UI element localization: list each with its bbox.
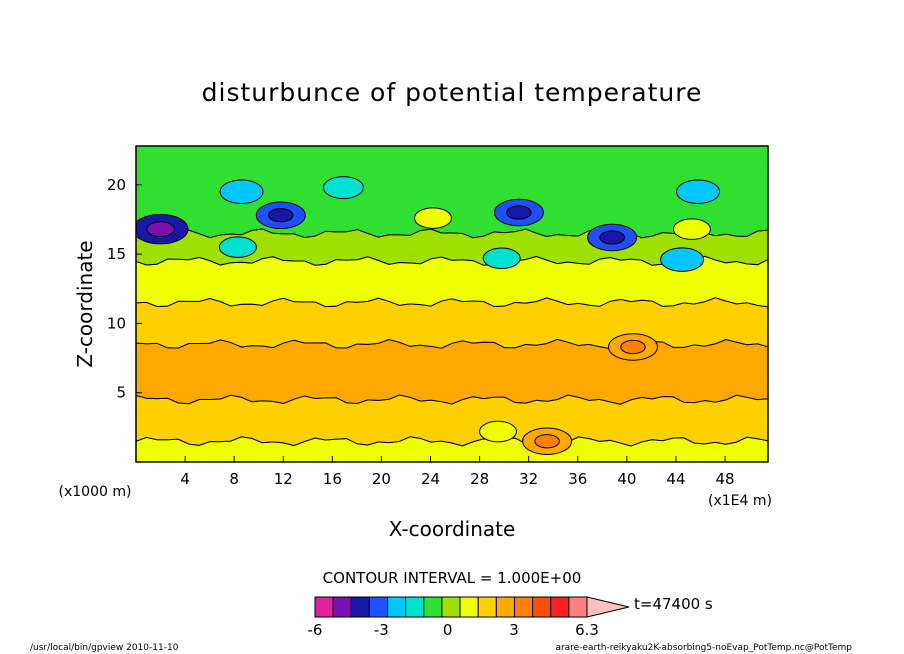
x-tick-label: 8 (229, 470, 239, 488)
contour-feature (672, 218, 711, 240)
colorbar-swatch (495, 596, 515, 618)
contour-feature (218, 236, 257, 258)
colorbar-swatch (387, 596, 407, 618)
plot-frame (135, 145, 769, 463)
colorbar-swatch (477, 596, 497, 618)
contour-feature (482, 247, 521, 270)
x-tick-label: 40 (617, 470, 636, 488)
contour-feature (660, 247, 705, 272)
x-tick-label: 24 (421, 470, 440, 488)
contour-feature-core (534, 434, 560, 449)
contour-feature-core (620, 339, 646, 355)
y-unit-label: (x1000 m) (59, 484, 132, 500)
contour-band (136, 338, 768, 405)
x-unit-label: (x1E4 m) (708, 493, 772, 509)
contour-interval-label: CONTOUR INTERVAL = 1.000E+00 (323, 569, 582, 587)
colorbar-swatch (314, 596, 334, 618)
y-axis: 5 10 15 20 (107, 176, 142, 402)
contour-feature-core (146, 221, 175, 238)
contour-feature (219, 179, 264, 204)
x-tick-label: 16 (323, 470, 342, 488)
colorbar (314, 596, 630, 618)
x-axis-label: X-coordinate (389, 517, 516, 541)
plot-area (136, 146, 768, 462)
contour-feature-core (599, 230, 625, 245)
x-tick-label: 28 (470, 470, 489, 488)
colorbar-swatch (368, 596, 389, 618)
colorbar-arrow (586, 596, 630, 618)
y-axis-label: Z-coordinate (73, 240, 97, 367)
y-tick-label: 5 (116, 384, 126, 402)
colorbar-swatch (568, 596, 588, 618)
contour-feature (413, 207, 452, 229)
colorbar-swatch (532, 596, 552, 618)
contour-feature (322, 176, 364, 200)
colorbar-tick-label: -6 (308, 621, 323, 639)
y-tick-label: 20 (107, 176, 126, 194)
footer-right: arare-earth-reikyaku2K-absorbing5-noEvap… (555, 643, 852, 653)
x-tick-label: 4 (180, 470, 190, 488)
x-tick-label: 32 (519, 470, 538, 488)
x-tick-label: 12 (274, 470, 293, 488)
x-tick-label: 20 (372, 470, 391, 488)
x-tick-label: 44 (666, 470, 685, 488)
x-tick-label: 36 (568, 470, 587, 488)
colorbar-swatch (350, 596, 370, 618)
contour-feature (479, 420, 518, 443)
contour-feature-core (506, 205, 532, 220)
chart-title: disturbunce of potential temperature (202, 78, 703, 107)
colorbar-swatch (441, 596, 461, 618)
colorbar-tick-label: -3 (374, 621, 389, 639)
colorbar-tick-label: 3 (509, 621, 519, 639)
x-axis: 4 8 12 16 20 24 28 32 36 40 44 48 (180, 456, 735, 488)
colorbar-swatch (550, 596, 570, 618)
contour-feature (676, 179, 721, 204)
x-tick-label: 48 (716, 470, 735, 488)
colorbar-swatch (332, 596, 352, 618)
y-tick-label: 15 (107, 245, 126, 263)
colorbar-swatch (405, 596, 425, 618)
y-tick-label: 10 (107, 314, 126, 332)
colorbar-tick-label: 0 (443, 621, 453, 639)
footer-left: /usr/local/bin/gpview 2010-11-10 (30, 643, 179, 653)
colorbar-swatch (513, 596, 534, 618)
colorbar-tick-label: 6.3 (575, 621, 599, 639)
time-label: t=47400 s (634, 595, 713, 613)
contour-feature-core (268, 208, 294, 223)
colorbar-swatch (459, 596, 479, 618)
colorbar-labels: -6 -3 0 3 6.3 (308, 621, 599, 639)
colorbar-swatch (423, 596, 443, 618)
